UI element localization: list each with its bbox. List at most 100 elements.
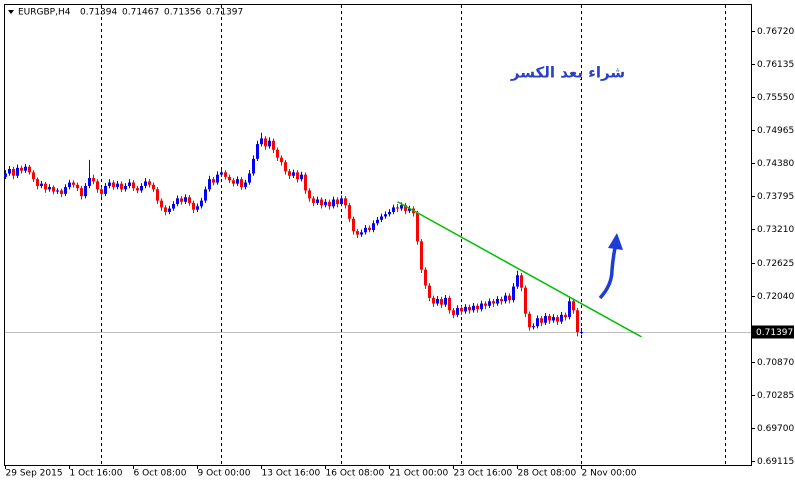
candle-body	[548, 315, 551, 321]
candle-body	[200, 200, 203, 207]
arrow	[598, 247, 617, 300]
candle-body	[420, 241, 423, 270]
candle-body	[432, 297, 435, 304]
header-ohlc: 0.71467	[122, 8, 159, 18]
candle-body	[536, 318, 539, 327]
candle-body	[68, 182, 71, 188]
candle-body	[108, 182, 111, 186]
candle-body	[12, 168, 15, 176]
candle-body	[156, 189, 159, 201]
candle-body	[508, 295, 511, 301]
candle-body	[284, 162, 287, 172]
candle-body	[476, 305, 479, 310]
y-tick-label: 0.74965	[757, 126, 794, 136]
y-tick-label: 0.70285	[757, 391, 794, 401]
candle-body	[204, 189, 207, 201]
candle-body	[276, 149, 279, 158]
x-tick-label: 13 Oct 16:00	[262, 469, 321, 479]
y-tick-label: 0.72625	[757, 259, 794, 269]
candle-body	[496, 299, 499, 304]
candle-body	[84, 185, 87, 197]
y-tick-label: 0.74380	[757, 159, 794, 169]
candle-body	[16, 167, 19, 176]
price-label-box	[752, 325, 794, 339]
y-tick-label: 0.75550	[757, 93, 794, 103]
candle-body	[492, 301, 495, 304]
candle-body	[396, 207, 399, 209]
x-tick-label: 6 Oct 08:00	[134, 469, 187, 479]
candle-body	[344, 198, 347, 206]
candle-body	[576, 310, 579, 333]
header: EURGBP,H4 0.71394 0.71467 0.71356 0.71397	[18, 8, 243, 18]
header-icon	[8, 10, 14, 14]
candle-body	[472, 305, 475, 311]
candle-body	[448, 297, 451, 311]
candle-body	[88, 178, 91, 186]
candle-body	[168, 208, 171, 212]
candle-body	[180, 198, 183, 202]
x-tick-label: 16 Oct 08:00	[326, 469, 385, 479]
candle-body	[332, 199, 335, 207]
candle-body	[516, 275, 519, 287]
candle-body	[444, 297, 447, 305]
candle-body	[340, 198, 343, 205]
candle-body	[24, 166, 27, 171]
candle-body	[316, 199, 319, 203]
candle-body	[76, 184, 79, 189]
candle-body	[32, 172, 35, 180]
candle-body	[256, 144, 259, 159]
candle-body	[348, 205, 351, 219]
candle-body	[388, 211, 391, 215]
candle-body	[380, 216, 383, 220]
y-tick-label: 0.69700	[757, 424, 794, 434]
candle-body	[40, 183, 43, 186]
candle-body	[424, 269, 427, 286]
candle-body	[416, 213, 419, 242]
candle-body	[384, 214, 387, 217]
period-separators	[101, 5, 726, 465]
candle-body	[4, 173, 7, 177]
y-tick-label: 0.73795	[757, 192, 794, 202]
candle-body	[96, 181, 99, 190]
trendline	[397, 201, 642, 338]
candle-body	[36, 179, 39, 186]
candle-body	[324, 201, 327, 206]
candle-body	[212, 179, 215, 183]
candle-body	[152, 184, 155, 190]
candle-body	[376, 219, 379, 224]
candle-body	[124, 185, 127, 190]
candle-body	[560, 314, 563, 322]
candle-body	[372, 223, 375, 231]
candle-body	[540, 318, 543, 323]
candle-body	[240, 179, 243, 188]
x-tick-label: 2 Nov 00:00	[582, 469, 637, 479]
y-tick-label: 0.73210	[757, 225, 794, 235]
candle-body	[264, 138, 267, 147]
candle-body	[224, 172, 227, 177]
candle-body	[468, 306, 471, 311]
candle-body	[120, 183, 123, 190]
candle-body	[236, 179, 239, 184]
candle-body	[568, 301, 571, 318]
candle-body	[8, 168, 11, 174]
candle-body	[520, 275, 523, 288]
y-tick-label: 0.69115	[757, 457, 794, 467]
candle-body	[292, 172, 295, 176]
candle-body	[360, 232, 363, 235]
candle-body	[572, 301, 575, 311]
candle-body	[184, 197, 187, 202]
candle-body	[352, 218, 355, 232]
price-label: 0.71397	[756, 328, 793, 338]
candle-body	[208, 179, 211, 190]
candle-body	[312, 198, 315, 203]
candle-body	[404, 205, 407, 211]
candle-body	[128, 182, 131, 186]
candle-body	[252, 158, 255, 174]
candle-body	[440, 299, 443, 305]
candle-body	[488, 301, 491, 306]
candle-body	[564, 314, 567, 318]
candle-body	[464, 306, 467, 312]
candle-body	[192, 202, 195, 210]
candle-body	[556, 317, 559, 322]
candle-body	[56, 190, 59, 192]
